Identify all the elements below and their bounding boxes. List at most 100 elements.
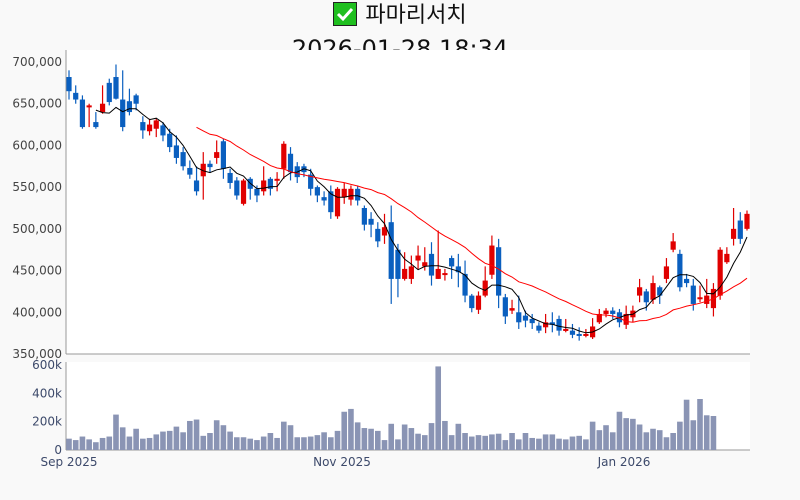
candle: [254, 188, 260, 196]
candle: [475, 295, 482, 310]
volume-bar: [515, 439, 522, 450]
candle: [160, 125, 166, 136]
volume-bar: [415, 433, 421, 450]
volume-bar: [562, 439, 569, 450]
candle: [677, 253, 683, 288]
volume-bar: [401, 424, 408, 450]
candle: [120, 99, 126, 128]
volume-bar: [630, 418, 636, 450]
volume-bar: [703, 415, 710, 450]
candle: [657, 287, 663, 296]
volume-bar: [207, 433, 213, 450]
candle: [267, 178, 273, 189]
stock-name: 파마리서치: [365, 3, 467, 28]
volume-bar: [153, 434, 160, 450]
volume-tick-label: 400k: [32, 386, 62, 400]
volume-tick-label: 600k: [32, 358, 62, 372]
volume-bar: [93, 442, 99, 450]
volume-bar: [220, 425, 227, 450]
volume-bar: [408, 428, 415, 450]
candle: [207, 163, 213, 168]
volume-bar: [636, 424, 643, 450]
volume-bar: [442, 420, 448, 450]
candle: [690, 285, 696, 304]
candle: [415, 255, 421, 261]
volume-bar: [509, 433, 515, 450]
volume-bar: [287, 425, 294, 450]
candle: [442, 273, 448, 276]
candle: [489, 245, 495, 275]
candle: [234, 180, 240, 196]
volume-bar: [160, 431, 166, 450]
volume-bar: [650, 428, 656, 450]
candle: [737, 220, 743, 239]
candle: [180, 152, 186, 167]
candle: [522, 315, 529, 321]
volume-bar: [462, 433, 468, 450]
candle: [683, 278, 690, 284]
candle: [106, 82, 112, 103]
candle: [603, 310, 609, 314]
volume-bar: [86, 439, 92, 450]
volume-bar: [119, 427, 126, 450]
candle: [355, 188, 361, 201]
candle: [334, 188, 341, 217]
volume-bar: [133, 428, 139, 450]
volume-bar: [677, 421, 683, 450]
volume-bar: [616, 411, 623, 450]
volume-bar: [495, 433, 502, 450]
candle: [348, 188, 354, 200]
volume-bar: [435, 366, 442, 450]
candle: [381, 227, 388, 236]
volume-tick-label: 200k: [32, 415, 62, 429]
volume-bar: [710, 416, 717, 450]
candle: [388, 222, 394, 279]
volume-bar: [656, 430, 663, 450]
candle: [730, 228, 737, 239]
volume-bar: [374, 430, 381, 450]
candle: [670, 241, 676, 250]
volume-bar: [227, 431, 233, 450]
candle: [435, 268, 441, 279]
x-tick-label: Nov 2025: [313, 455, 371, 469]
candle: [643, 291, 649, 303]
candle: [636, 287, 643, 296]
volume-bar: [267, 433, 274, 450]
candle: [146, 124, 153, 132]
y-tick-label: 400,000: [12, 305, 62, 319]
candle: [663, 266, 670, 279]
candle: [361, 208, 367, 225]
candle: [287, 153, 294, 173]
candle: [99, 103, 106, 113]
volume-bar: [361, 428, 368, 450]
candle: [717, 249, 723, 296]
volume-bar: [603, 425, 609, 450]
candle: [549, 322, 555, 325]
volume-bar: [341, 411, 348, 450]
candle: [321, 197, 327, 201]
volume-bar: [113, 414, 119, 450]
candle: [556, 318, 562, 331]
volume-bar: [187, 420, 193, 450]
candle: [73, 92, 79, 100]
volume-bar: [428, 423, 435, 450]
price-panel: [66, 50, 750, 354]
volume-bar: [247, 438, 254, 450]
candle: [93, 122, 99, 128]
candle: [220, 141, 226, 169]
volume-bar: [334, 430, 341, 450]
y-tick-label: 450,000: [12, 264, 62, 278]
candle: [408, 266, 414, 279]
volume-bar: [489, 434, 495, 450]
candle: [563, 328, 569, 331]
volume-bar: [166, 430, 173, 450]
y-tick-label: 700,000: [12, 55, 62, 69]
candle: [482, 280, 488, 296]
candle: [214, 152, 220, 158]
candle: [66, 77, 72, 92]
candle: [455, 266, 461, 273]
candle: [86, 105, 92, 108]
candle: [422, 262, 428, 267]
candle: [402, 268, 408, 279]
candle: [569, 330, 576, 335]
